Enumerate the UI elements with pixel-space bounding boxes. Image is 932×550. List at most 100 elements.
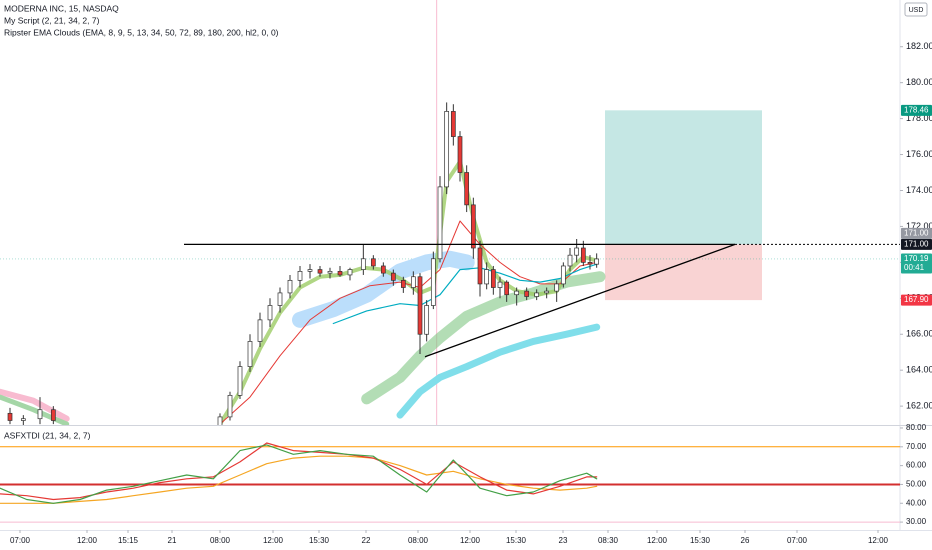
y-tick-label: 174.00 <box>906 185 932 195</box>
position-target <box>605 110 762 245</box>
y-tick-label: 178.00 <box>906 113 932 123</box>
price-label-bg <box>901 227 932 239</box>
candle-body <box>417 276 423 335</box>
candle-body <box>390 272 396 281</box>
y-tick-label: 162.00 <box>906 401 932 411</box>
x-tick-label: 26 <box>741 536 750 545</box>
candle-body <box>307 269 313 272</box>
price-label: 167.90 <box>904 295 929 304</box>
y-tick-label: 60.00 <box>906 461 927 470</box>
candle-body <box>504 281 510 296</box>
y-tick-label: 80.00 <box>906 423 927 432</box>
y-tick-label: 180.00 <box>906 77 932 87</box>
indicator-pane <box>0 442 900 523</box>
ema-cloud <box>219 220 598 425</box>
y-tick-label: 182.00 <box>906 41 932 51</box>
candle-body <box>574 247 580 256</box>
candle-body <box>380 265 386 274</box>
y-tick-label: 50.00 <box>906 480 927 489</box>
y-tick-label: 166.00 <box>906 329 932 339</box>
ema-cloud <box>396 323 601 419</box>
candle-body <box>37 409 43 420</box>
candle-body <box>297 271 303 281</box>
price-label-bg <box>901 294 932 306</box>
x-tick-label: 12:00 <box>77 536 98 545</box>
candle-body <box>580 247 586 263</box>
candle-body <box>360 258 366 270</box>
currency[interactable]: USD <box>909 7 924 14</box>
x-tick-label: 21 <box>168 536 177 545</box>
candle-body <box>514 290 520 296</box>
trendline <box>424 243 736 358</box>
price-label: 170.19 <box>904 254 929 263</box>
x-tick-label: 15:30 <box>309 536 330 545</box>
currency-box[interactable] <box>904 2 928 17</box>
candle-body <box>477 247 483 285</box>
ema-cloud <box>292 250 475 328</box>
candle-body <box>470 204 476 249</box>
indicator-line <box>0 442 598 501</box>
candle-body <box>267 305 273 321</box>
candle-body <box>257 319 263 342</box>
candle-body <box>567 254 573 267</box>
candle-body <box>544 290 550 294</box>
candle-body <box>7 412 13 421</box>
x-tick-label: 15:15 <box>118 536 139 545</box>
x-tick-label: 12:00 <box>460 536 481 545</box>
candle-body <box>424 305 430 335</box>
candle-body <box>217 416 223 425</box>
x-tick-label: 23 <box>559 536 568 545</box>
candle-body <box>450 111 456 137</box>
candle-body <box>410 276 416 288</box>
indicator-legend: My Script (2, 21, 34, 2, 7) <box>4 15 100 25</box>
axes: 162.00164.00166.00168.00170.00172.00174.… <box>10 41 932 545</box>
position-stop <box>605 244 762 301</box>
candle-body <box>484 269 490 285</box>
candle-body <box>524 290 530 297</box>
x-tick-label: 15:30 <box>506 536 527 545</box>
price-label: 171.00 <box>904 229 929 238</box>
price-label-countdown: 00:41 <box>904 263 925 272</box>
candle-body <box>227 394 233 418</box>
ema-cloud <box>218 159 599 425</box>
candle-body <box>20 418 26 421</box>
candle-body <box>277 292 283 306</box>
main-pane <box>0 0 900 425</box>
price-label-bg <box>901 253 932 274</box>
x-tick-label: 08:30 <box>598 536 619 545</box>
x-tick-label: 22 <box>362 536 371 545</box>
candle-body <box>50 409 56 421</box>
candle-body <box>437 186 443 260</box>
indicator-title: ASFXTDI (21, 34, 2, 7) <box>4 430 91 440</box>
candle-body <box>490 269 496 288</box>
price-label-bg <box>901 238 932 250</box>
x-tick-label: 12:00 <box>647 536 668 545</box>
candle-body <box>430 258 436 306</box>
candle-body <box>347 269 353 276</box>
candle-body <box>594 258 600 265</box>
candle-body <box>287 279 293 294</box>
candle-body <box>560 265 566 285</box>
y-tick-label: 70.00 <box>906 442 927 451</box>
y-tick-label: 176.00 <box>906 149 932 159</box>
candle-body <box>237 366 243 396</box>
x-tick-label: 12:00 <box>263 536 284 545</box>
y-tick-label: 30.00 <box>906 517 927 526</box>
candle-body <box>247 341 253 367</box>
x-tick-label: 08:00 <box>210 536 231 545</box>
candle-body <box>370 258 376 267</box>
candle-body <box>534 292 540 297</box>
x-tick-label: 08:00 <box>408 536 429 545</box>
x-tick-label: 12:00 <box>868 536 889 545</box>
candle-body <box>317 269 323 274</box>
indicator-line <box>0 444 598 504</box>
indicator-line <box>0 455 598 504</box>
y-tick-label: 40.00 <box>906 498 927 507</box>
x-tick-label: 07:00 <box>10 536 31 545</box>
candle-body <box>554 283 560 292</box>
candle-body <box>444 111 450 188</box>
y-tick-label: 172.00 <box>906 221 932 231</box>
x-tick-label: 07:00 <box>787 536 808 545</box>
price-label: 171.00 <box>904 240 929 249</box>
